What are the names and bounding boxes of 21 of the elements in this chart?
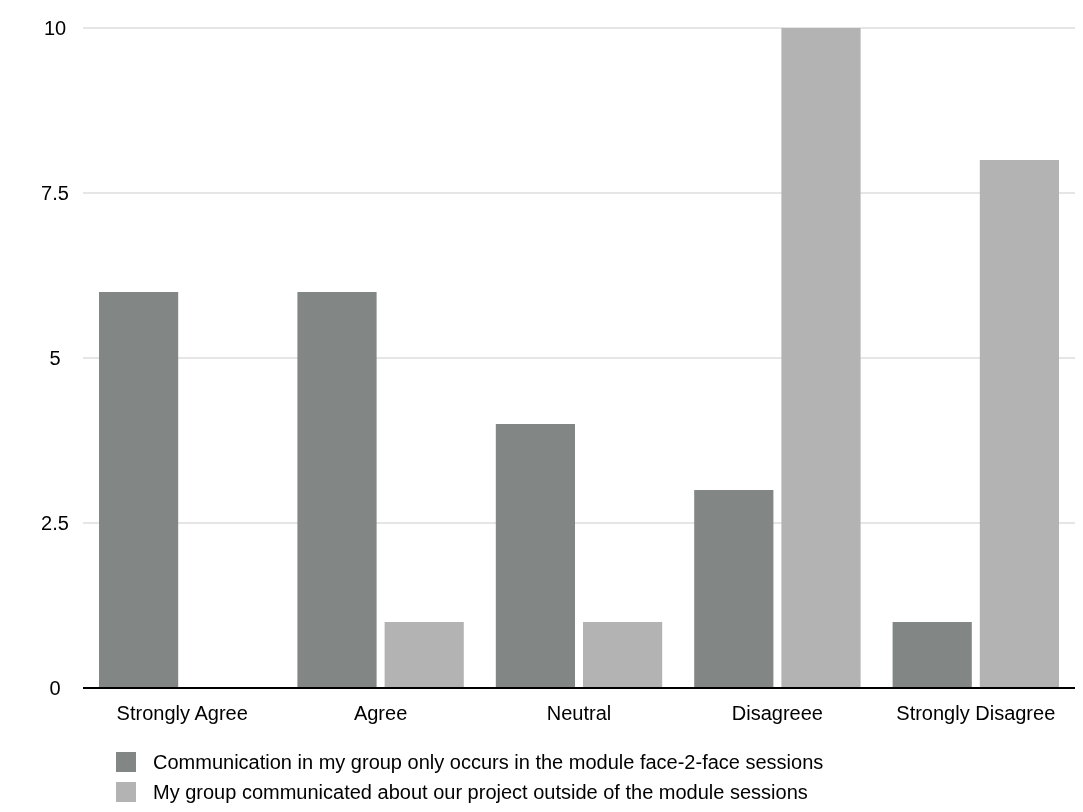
- bar: [495, 424, 575, 688]
- y-tick-label: 7.5: [41, 182, 69, 204]
- legend-label: My group communicated about our project outside of the module sessions: [153, 781, 808, 803]
- x-tick-label: Neutral: [546, 702, 612, 724]
- bar: [384, 622, 464, 688]
- bar: [781, 28, 861, 688]
- x-tick-label: Strongly Agree: [116, 702, 248, 724]
- bar: [99, 292, 179, 688]
- bar: [979, 160, 1059, 688]
- y-tick-label: 2.5: [41, 512, 69, 534]
- bar: [583, 622, 663, 688]
- bar: [297, 292, 377, 688]
- bar: [694, 490, 774, 688]
- y-tick-label: 5: [49, 347, 61, 369]
- y-tick-label: 0: [49, 677, 61, 699]
- x-tick-label: Disagreee: [731, 702, 823, 724]
- legend-label: Communication in my group only occurs in the module face-2-face sessions: [153, 751, 824, 773]
- x-tick-label: Strongly Disagree: [896, 702, 1056, 724]
- y-tick-label: 10: [43, 17, 67, 39]
- x-tick-label: Agree: [353, 702, 408, 724]
- bar: [892, 622, 972, 688]
